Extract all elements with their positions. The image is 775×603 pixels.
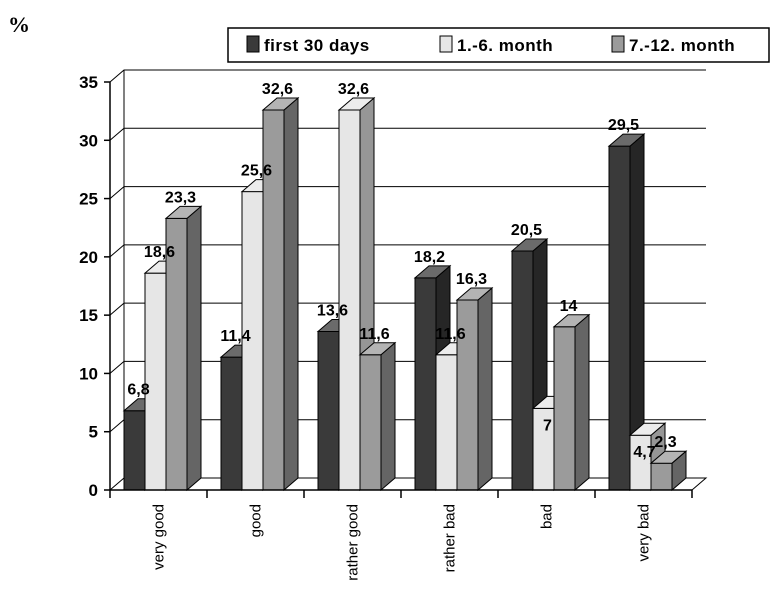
bar-front	[220, 356, 243, 491]
bar-side	[186, 205, 202, 492]
x-tick-label: good	[248, 504, 265, 537]
gridline	[109, 186, 706, 199]
y-tick-label: 5	[89, 423, 98, 442]
gridline	[109, 127, 706, 141]
value-label: 18,2	[414, 249, 445, 266]
x-tick-label: rather good	[345, 504, 362, 581]
bar-7-12-month-very-bad	[649, 450, 688, 492]
bar-7-12-month-rather-bad	[455, 286, 494, 492]
bar-side	[283, 96, 299, 492]
bar-first-30-days-very-bad	[607, 133, 646, 492]
legend-item: first 30 days	[246, 35, 370, 55]
legend-label: 7.-12. month	[629, 36, 735, 55]
value-label: 29,5	[608, 117, 639, 134]
bar-top	[649, 450, 688, 464]
bar-front	[123, 410, 146, 491]
y-tick-label: 10	[79, 364, 98, 383]
legend-box	[227, 27, 770, 63]
legend-label: 1.-6. month	[457, 36, 553, 55]
bar-front	[414, 277, 437, 491]
bar-top	[337, 97, 376, 111]
bar-top	[261, 97, 300, 111]
bar-top	[607, 133, 646, 147]
bar-top	[510, 238, 549, 252]
legend-swatch	[611, 35, 625, 53]
bar-top	[413, 265, 452, 279]
x-tick-label: very bad	[636, 504, 653, 562]
bar-top	[358, 342, 397, 356]
bar-top	[628, 422, 667, 436]
bar-top	[455, 287, 494, 301]
value-label: 11,6	[359, 326, 389, 343]
gridline	[109, 244, 706, 258]
bar-7-12-month-rather-good	[358, 341, 397, 492]
bar-front	[553, 326, 576, 491]
bar-7-12-month-bad	[552, 313, 591, 492]
legend-swatch	[439, 35, 453, 53]
bar-front	[511, 250, 534, 491]
bar-side	[477, 286, 493, 492]
bar-7-12-month-good	[261, 96, 300, 492]
gridline	[109, 69, 706, 83]
value-label: 6,8	[127, 382, 149, 399]
y-tick-label: 35	[79, 73, 98, 92]
value-label: 7	[543, 417, 552, 434]
value-label: 13,6	[317, 302, 348, 319]
bar-7-12-month-very-good	[164, 205, 203, 492]
legend-item: 1.-6. month	[439, 35, 553, 55]
y-axis-label: %	[8, 12, 30, 37]
bars	[122, 96, 688, 492]
x-tick-label: rather bad	[442, 504, 459, 572]
y-tick-label: 20	[79, 248, 98, 267]
bar-front	[435, 354, 458, 491]
x-tick-label: bad	[539, 504, 556, 529]
value-label: 18,6	[144, 244, 175, 261]
bar-front	[338, 109, 361, 491]
value-label: 32,6	[338, 81, 369, 98]
value-label: 23,3	[165, 189, 196, 206]
y-axis: 0 5 10 15 20 25 30 35	[79, 73, 111, 500]
bar-front	[317, 330, 340, 491]
bar-front	[650, 462, 673, 491]
legend-swatch	[246, 35, 260, 53]
y-tick-label: 30	[79, 131, 98, 150]
value-label: 2,3	[654, 434, 676, 451]
y-tick-label: 15	[79, 306, 98, 325]
y-tick-label: 0	[89, 481, 98, 500]
x-tick-label: very good	[151, 504, 168, 570]
bar-front	[359, 354, 382, 491]
legend-label: first 30 days	[264, 36, 370, 55]
value-label: 25,6	[241, 163, 272, 180]
value-label: 11,6	[435, 326, 465, 343]
bar-front	[608, 145, 631, 491]
bar-top	[164, 205, 203, 219]
legend: first 30 days 1.-6. month 7.-12. month	[227, 27, 770, 63]
bar-side	[380, 341, 396, 492]
value-label: 16,3	[456, 271, 487, 288]
value-label: 20,5	[511, 222, 542, 239]
legend-item: 7.-12. month	[611, 35, 735, 55]
bar-side	[574, 313, 590, 492]
y-tick-label: 25	[79, 190, 98, 209]
value-label: 32,6	[262, 81, 293, 98]
value-labels: 6,8 18,6 23,3 11,4 25,6 32,6 13,6 32,6 11,6 18,2 1…	[127, 81, 676, 461]
value-label: 14	[560, 298, 578, 315]
bar-top	[552, 314, 591, 328]
value-label: 4,7	[633, 444, 655, 461]
x-axis: very good good rather good rather bad bad ver…	[109, 489, 693, 581]
value-label: 11,4	[220, 328, 250, 345]
